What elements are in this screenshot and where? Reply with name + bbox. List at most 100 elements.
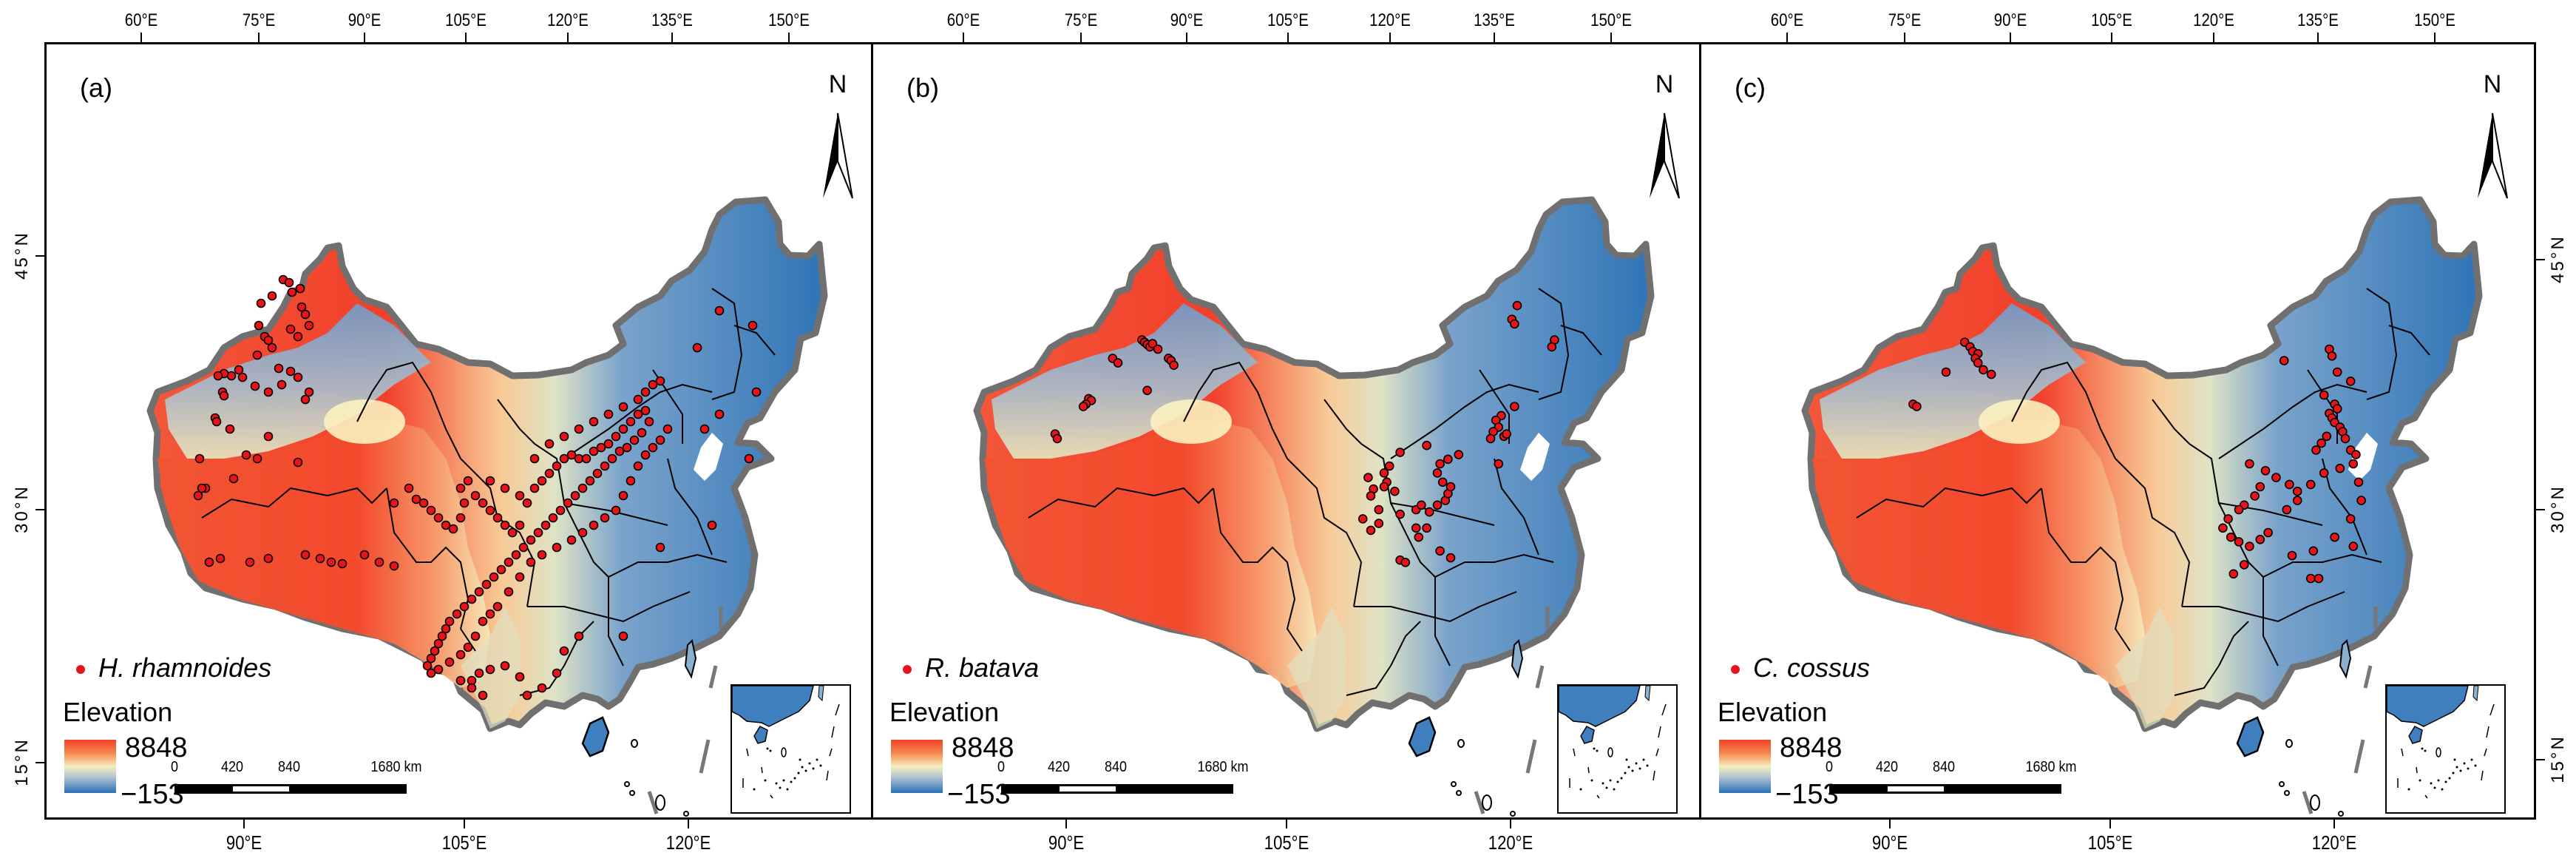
south-china-sea-inset — [2385, 684, 2506, 814]
occurrence-point — [374, 557, 384, 567]
occurrence-point — [637, 428, 647, 438]
map-panel-a: (a) N H. rhamnoides Elevation 8848 −153 … — [47, 44, 871, 817]
occurrence-point — [448, 524, 458, 534]
occurrence-point — [566, 535, 577, 545]
elevation-legend-title: Elevation — [889, 697, 1000, 727]
top-tick-label: 135°E — [1474, 10, 1515, 30]
species-name: C. cossus — [1753, 652, 1871, 683]
occurrence-point — [1417, 500, 1426, 510]
panel-label: (a) — [80, 72, 112, 103]
occurrence-point — [603, 409, 614, 419]
occurrence-point — [481, 579, 492, 590]
occurrence-point-icon — [1731, 665, 1740, 675]
occurrence-point — [1443, 454, 1453, 465]
occurrence-point — [1153, 344, 1163, 354]
occurrence-point — [2345, 514, 2356, 524]
occurrence-point — [263, 431, 274, 442]
left-lat-label: 45°N — [12, 231, 32, 280]
occurrence-point — [219, 391, 229, 401]
occurrence-point — [467, 594, 477, 604]
top-tick — [2317, 33, 2319, 42]
occurrence-point — [1395, 509, 1405, 519]
top-tick-label: 150°E — [1590, 10, 1632, 30]
figure-frame — [44, 42, 2536, 820]
right-lat-tick — [2536, 759, 2545, 760]
occurrence-point — [492, 513, 503, 523]
occurrence-point — [2319, 390, 2329, 400]
scale-label: 1680 km — [1197, 759, 1249, 775]
occurrence-point — [533, 527, 543, 538]
occurrence-point — [485, 664, 495, 675]
occurrence-point — [1547, 342, 1557, 352]
top-tick-label: 150°E — [768, 10, 810, 30]
occurrence-point — [250, 381, 260, 391]
occurrence-point — [574, 631, 584, 641]
elevation-max: 8848 — [125, 732, 188, 763]
occurrence-point — [644, 416, 654, 427]
occurrence-point — [500, 483, 510, 493]
occurrence-point — [1358, 514, 1368, 524]
occurrence-point — [455, 483, 466, 493]
occurrence-point — [459, 601, 470, 612]
occurrence-point — [614, 446, 625, 456]
top-tick — [671, 33, 673, 42]
occurrence-point — [574, 424, 584, 434]
occurrence-point — [1384, 461, 1394, 471]
scale-bar-graphic — [174, 784, 407, 794]
right-lat-tick — [2536, 259, 2545, 260]
occurrence-point — [1435, 546, 1445, 556]
occurrence-point — [304, 387, 314, 397]
occurrence-point — [626, 416, 636, 427]
bottom-tick-label: 120°E — [665, 831, 711, 854]
top-tick-label: 75°E — [242, 10, 276, 30]
occurrence-point — [2223, 514, 2233, 524]
top-tick — [963, 33, 964, 42]
left-lat-tick — [35, 762, 44, 763]
occurrence-point — [2285, 479, 2294, 490]
occurrence-point — [2319, 468, 2329, 478]
elevation-color-ramp — [891, 740, 943, 793]
occurrence-point — [296, 302, 307, 312]
occurrence-point — [618, 490, 628, 501]
occurrence-point — [197, 483, 207, 493]
occurrence-point — [2322, 431, 2332, 442]
occurrence-point — [2218, 523, 2228, 533]
occurrence-point — [548, 513, 558, 523]
occurrence-point — [526, 535, 536, 545]
occurrence-point — [254, 320, 264, 331]
occurrence-point — [430, 646, 440, 656]
elevation-min: −153 — [947, 779, 1011, 810]
top-tick-label: 60°E — [946, 10, 980, 30]
top-tick-label: 135°E — [2297, 10, 2339, 30]
occurrence-point — [537, 476, 547, 486]
top-tick-label: 120°E — [2193, 10, 2234, 30]
elevation-legend-title: Elevation — [63, 697, 173, 727]
occurrence-point — [714, 306, 725, 316]
bottom-tick-label: 105°E — [2087, 831, 2133, 854]
occurrence-point — [293, 372, 303, 382]
occurrence-point — [1512, 300, 1522, 311]
top-tick-label: 90°E — [1170, 10, 1204, 30]
occurrence-point — [751, 387, 762, 397]
occurrence-point — [2234, 537, 2244, 547]
occurrence-point — [1169, 360, 1179, 371]
occurrence-points — [193, 274, 762, 701]
top-tick — [2213, 33, 2214, 42]
occurrence-point — [640, 387, 651, 397]
south-china-sea-inset — [1557, 684, 1678, 814]
species-legend: C. cossus — [1731, 652, 1870, 684]
occurrence-point — [474, 587, 484, 597]
occurrence-point — [295, 283, 305, 294]
occurrence-point — [478, 616, 488, 627]
occurrence-points — [1908, 337, 2366, 584]
occurrence-point — [552, 668, 562, 678]
occurrence-point — [655, 376, 665, 386]
occurrence-point — [589, 416, 599, 427]
occurrence-point — [267, 291, 277, 301]
occurrence-point — [455, 513, 466, 523]
occurrence-point — [1113, 358, 1123, 368]
occurrence-point — [629, 435, 640, 445]
occurrence-point — [655, 542, 665, 553]
top-tick-label: 120°E — [547, 10, 589, 30]
